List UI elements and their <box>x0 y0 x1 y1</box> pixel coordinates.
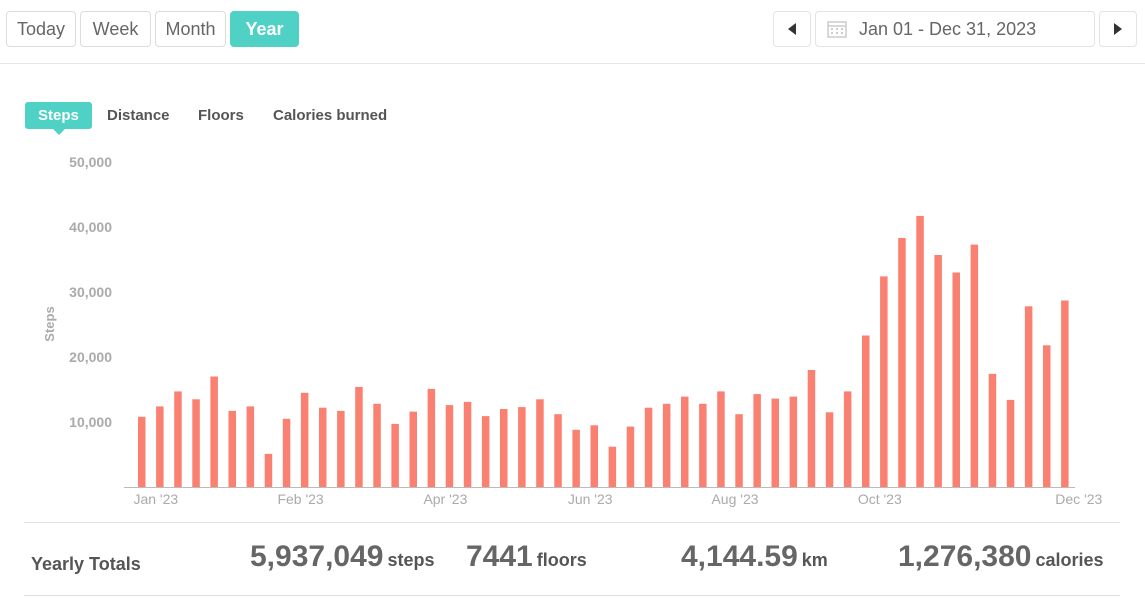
bar <box>554 414 562 487</box>
bar <box>1006 399 1015 487</box>
x-tick-label: Feb '23 <box>277 491 323 507</box>
bar <box>644 407 653 487</box>
bar <box>1043 345 1051 487</box>
y-tick-label: 40,000 <box>69 219 112 235</box>
next-range-button[interactable] <box>1099 11 1137 47</box>
bar <box>843 391 852 487</box>
total-steps: 5,937,049 steps <box>250 540 435 574</box>
tab-floors[interactable]: Floors <box>198 107 244 124</box>
bar <box>427 388 436 487</box>
tab-distance[interactable]: Distance <box>107 107 170 124</box>
bar <box>717 391 725 487</box>
x-tick-label: Oct '23 <box>858 491 902 507</box>
bar <box>391 423 399 487</box>
bar <box>771 398 779 487</box>
triangle-left-icon <box>788 23 796 35</box>
bar <box>699 403 707 487</box>
top-toolbar: Today Week Month Year Jan 01 - Dec 31, 2… <box>0 0 1145 64</box>
x-tick-label: Jan '23 <box>133 491 178 507</box>
total-floors: 7441 floors <box>466 540 587 574</box>
bar <box>789 396 798 487</box>
bar <box>608 446 617 487</box>
bar <box>300 392 309 488</box>
bar <box>590 425 598 488</box>
bar <box>409 411 417 487</box>
bar <box>518 407 526 487</box>
date-range-picker[interactable]: Jan 01 - Dec 31, 2023 <box>815 11 1095 47</box>
x-tick-label: Jun '23 <box>568 491 613 507</box>
calendar-icon <box>827 21 847 38</box>
bar <box>337 410 345 487</box>
total-calories-unit: calories <box>1035 550 1104 570</box>
bar <box>952 272 960 487</box>
total-calories-value: 1,276,380 <box>898 540 1032 573</box>
month-button[interactable]: Month <box>155 11 226 47</box>
total-distance-unit: km <box>801 550 828 570</box>
bar <box>192 399 200 488</box>
bar <box>481 416 490 487</box>
bar <box>138 416 146 487</box>
bar <box>174 391 182 487</box>
bar <box>463 401 472 487</box>
total-steps-unit: steps <box>387 550 435 570</box>
total-floors-value: 7441 <box>466 540 533 573</box>
steps-bar-chart: 10,000 20,000 30,000 40,000 50,000 Steps Jan '… <box>42 154 1103 507</box>
bar <box>825 412 834 488</box>
bar <box>626 426 635 487</box>
bar <box>228 410 236 487</box>
bar <box>916 215 924 487</box>
bar <box>246 406 255 487</box>
yearly-totals-title: Yearly Totals <box>31 554 141 574</box>
tab-steps-label: Steps <box>38 107 79 124</box>
bar <box>572 429 580 487</box>
bar <box>898 238 906 487</box>
bar <box>445 405 454 487</box>
bar <box>681 396 689 487</box>
active-tab-caret <box>53 129 65 135</box>
bar <box>934 255 942 487</box>
total-distance-value: 4,144.59 <box>681 540 798 573</box>
y-tick-label: 20,000 <box>69 349 112 365</box>
bar <box>500 409 508 487</box>
previous-range-button[interactable] <box>773 11 811 47</box>
totals-top-divider <box>24 522 1120 523</box>
bar <box>753 394 761 487</box>
x-tick-label: Aug '23 <box>711 491 758 507</box>
tab-calories-burned[interactable]: Calories burned <box>273 107 388 124</box>
bar <box>282 418 291 488</box>
bar <box>1061 300 1069 487</box>
bar <box>970 244 979 487</box>
triangle-right-icon <box>1114 23 1122 35</box>
bar <box>536 399 544 488</box>
bar <box>1024 306 1033 487</box>
week-button[interactable]: Week <box>80 11 151 47</box>
bar <box>862 335 870 487</box>
y-axis-label: Steps <box>42 306 57 341</box>
date-range-label: Jan 01 - Dec 31, 2023 <box>859 19 1037 39</box>
bar <box>355 386 363 487</box>
total-floors-unit: floors <box>536 550 587 570</box>
year-button[interactable]: Year <box>230 11 299 47</box>
x-tick-label: Dec '23 <box>1055 491 1102 507</box>
bar <box>988 373 997 487</box>
bar <box>807 370 816 487</box>
bar <box>264 453 273 487</box>
today-button[interactable]: Today <box>6 11 76 47</box>
totals-bottom-divider <box>24 595 1120 596</box>
bar <box>210 376 218 487</box>
total-steps-value: 5,937,049 <box>250 540 384 573</box>
bar <box>735 414 743 487</box>
y-tick-label: 10,000 <box>69 414 112 430</box>
y-tick-label: 50,000 <box>69 154 112 170</box>
x-tick-label: Apr '23 <box>423 491 467 507</box>
bar <box>662 403 671 487</box>
tab-steps[interactable]: Steps <box>25 102 92 135</box>
bar <box>156 406 164 487</box>
bar <box>373 403 381 487</box>
bar <box>319 407 327 487</box>
bar <box>880 276 888 487</box>
total-calories: 1,276,380 calories <box>898 540 1104 574</box>
y-tick-label: 30,000 <box>69 284 112 300</box>
total-distance: 4,144.59 km <box>681 540 828 574</box>
